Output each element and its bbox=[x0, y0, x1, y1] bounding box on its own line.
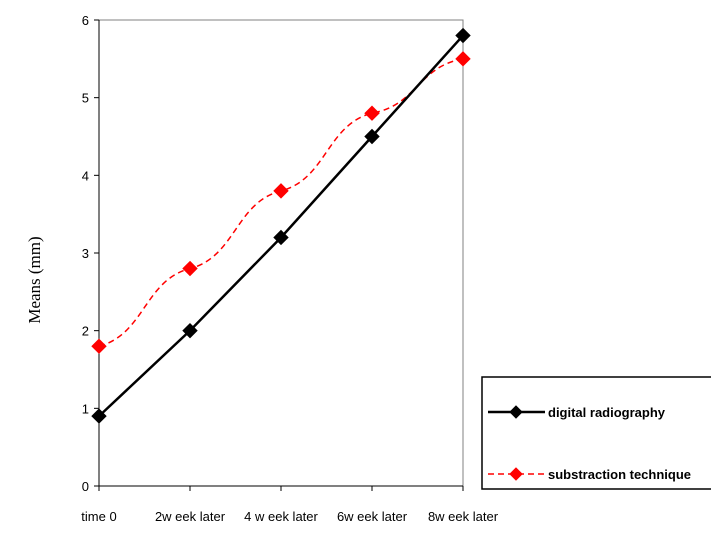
legend-marker bbox=[509, 405, 523, 419]
x-ticks: time 0 2w eek later 4 w eek later 6w eek la… bbox=[81, 486, 499, 524]
series-0 bbox=[91, 27, 471, 424]
y-axis-label: Means (mm) bbox=[25, 236, 44, 323]
y-tick-label: 5 bbox=[82, 91, 89, 106]
series-group bbox=[91, 27, 471, 424]
series-line bbox=[98, 58, 464, 347]
data-point-marker bbox=[91, 408, 107, 424]
plot-frame bbox=[98, 19, 464, 487]
legend: digital radiography substraction techniqu… bbox=[481, 376, 711, 490]
legend-label: digital radiography bbox=[548, 405, 666, 420]
x-tick-label: time 0 bbox=[81, 509, 116, 524]
y-ticks: 0 1 2 3 4 5 6 bbox=[82, 13, 99, 494]
x-tick-label: 8w eek later bbox=[428, 509, 499, 524]
data-point-marker bbox=[91, 338, 107, 354]
y-tick-label: 1 bbox=[82, 401, 89, 416]
legend-label: substraction technique bbox=[548, 467, 691, 482]
data-point-marker bbox=[364, 128, 380, 145]
axes bbox=[98, 19, 464, 487]
legend-box bbox=[481, 376, 711, 490]
y-tick-label: 6 bbox=[82, 13, 89, 28]
series-line bbox=[98, 34, 464, 418]
series-1 bbox=[91, 51, 471, 354]
y-tick-label: 3 bbox=[82, 246, 89, 261]
data-point-marker bbox=[182, 322, 198, 339]
data-point-marker bbox=[364, 105, 380, 121]
y-tick-label: 4 bbox=[82, 168, 89, 183]
x-tick-label: 4 w eek later bbox=[244, 509, 318, 524]
x-tick-label: 2w eek later bbox=[155, 509, 226, 524]
data-point-marker bbox=[273, 183, 289, 199]
data-point-marker bbox=[455, 27, 471, 44]
y-tick-label: 0 bbox=[82, 479, 89, 494]
x-tick-label: 6w eek later bbox=[337, 509, 408, 524]
y-tick-label: 2 bbox=[82, 324, 89, 339]
data-point-marker bbox=[273, 229, 289, 246]
data-point-marker bbox=[455, 51, 471, 67]
legend-marker bbox=[509, 467, 523, 481]
data-point-marker bbox=[182, 260, 198, 277]
